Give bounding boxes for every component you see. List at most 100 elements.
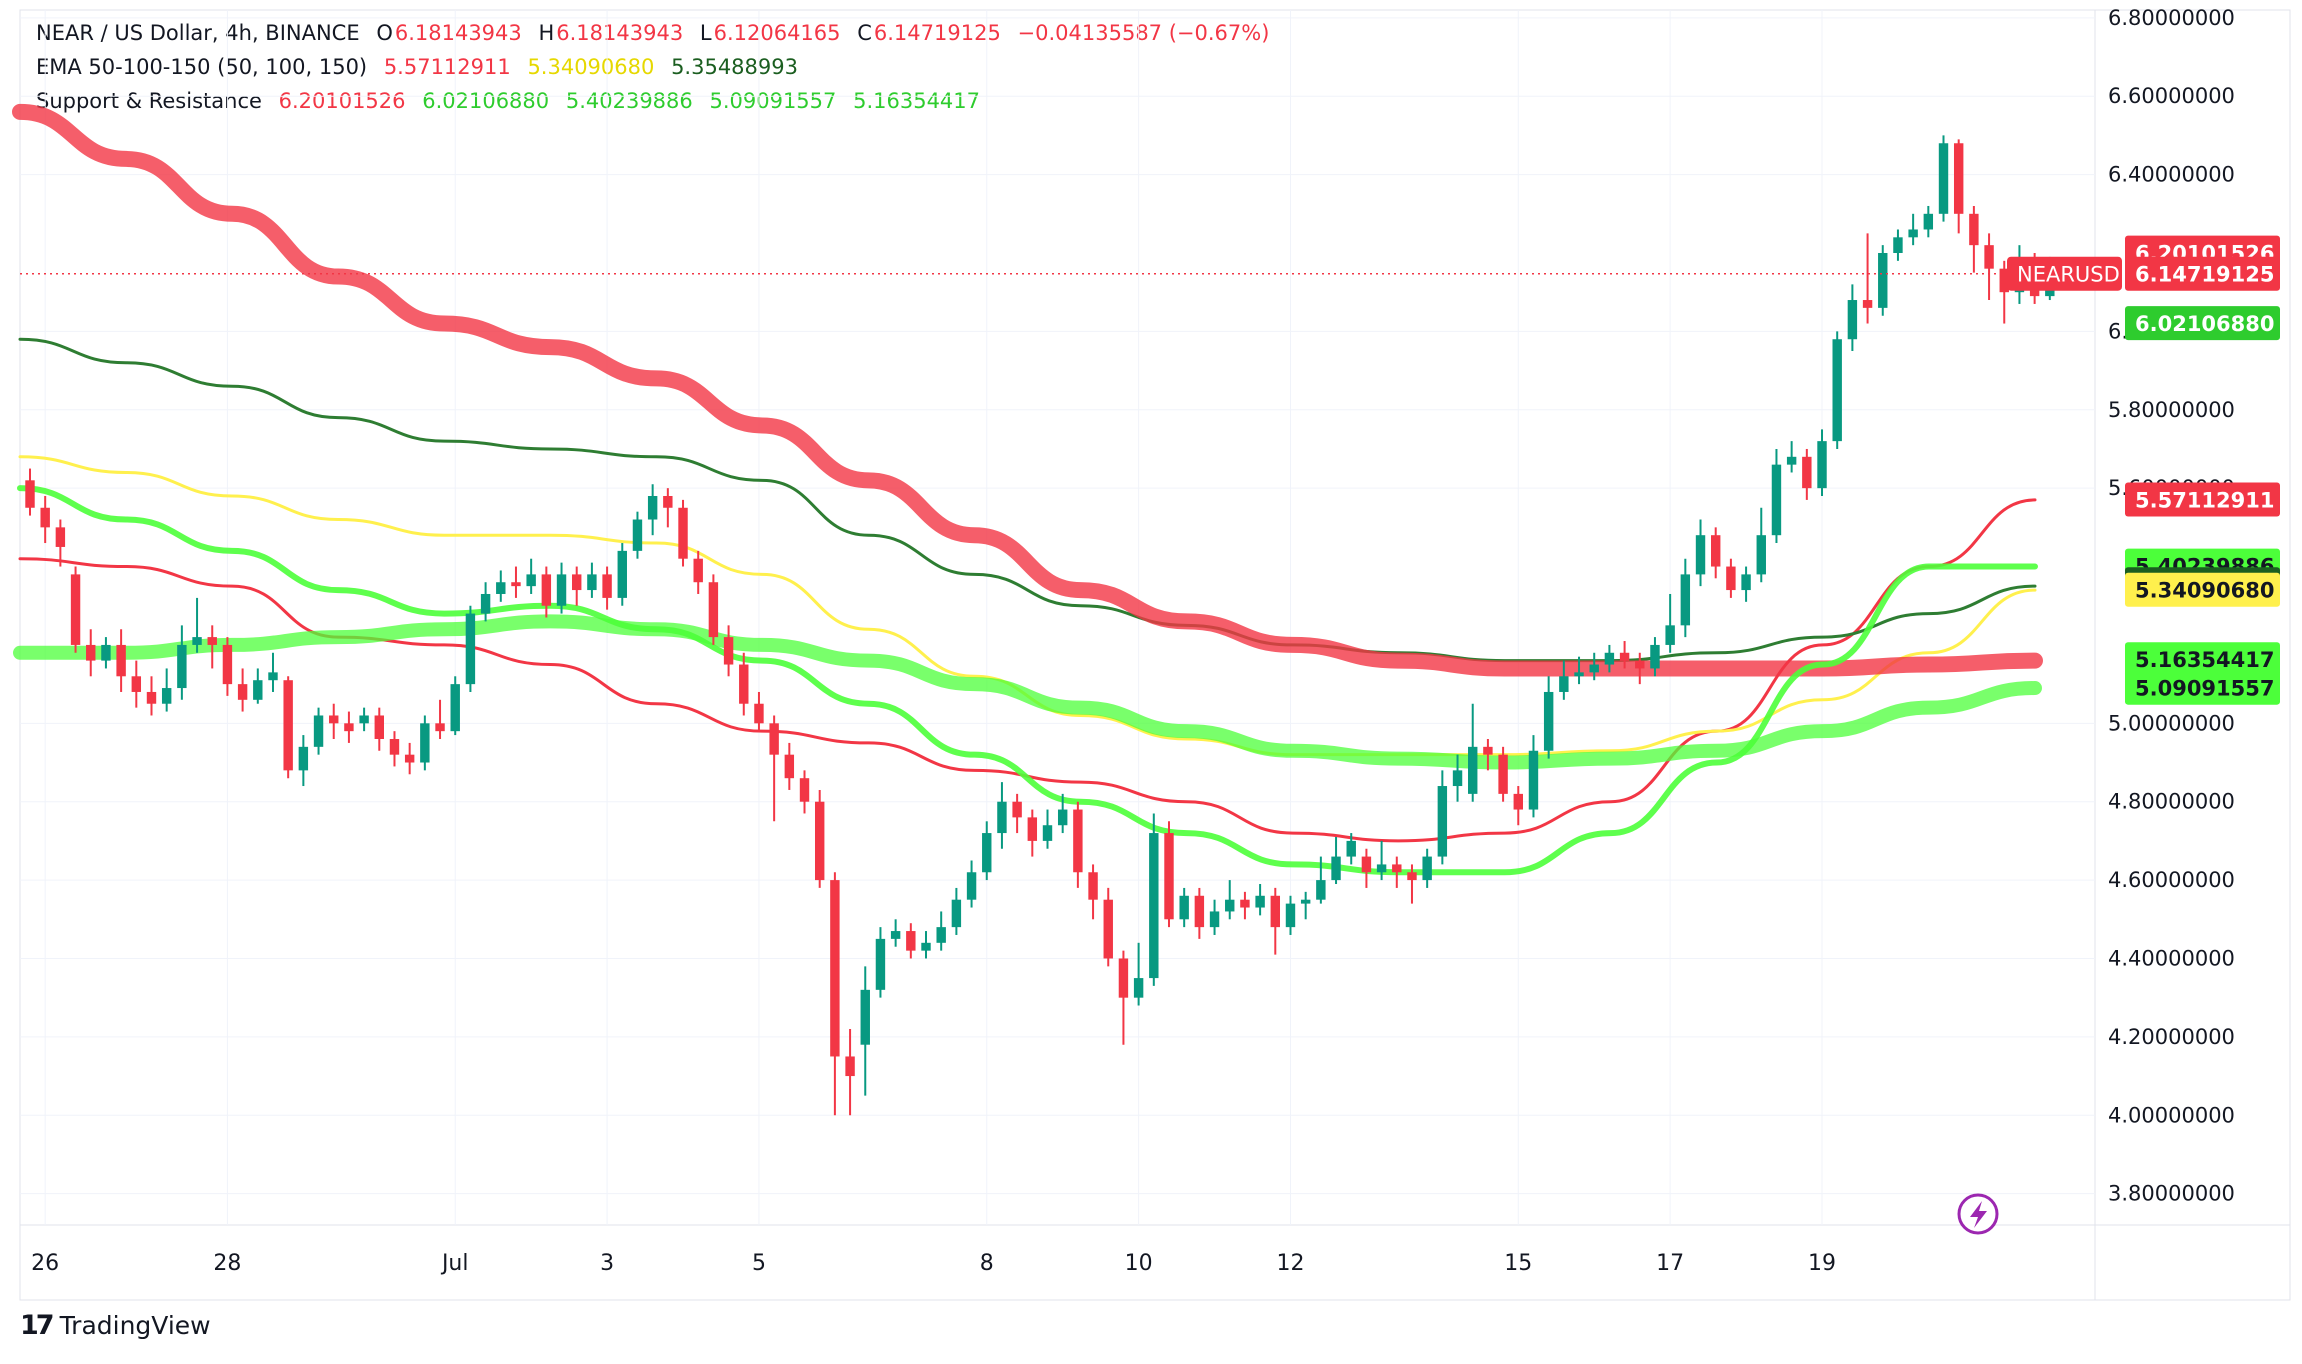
candle-body [1817, 441, 1827, 489]
candle-body [435, 723, 445, 732]
candle-body [268, 672, 278, 681]
legend-row-symbol: NEAR / US Dollar, 4h, BINANCE O6.1814394… [36, 16, 1279, 50]
ohlc-close: 6.14719125 [873, 21, 1001, 45]
y-tick-label: 4.80000000 [2108, 790, 2235, 814]
candle-body [1088, 872, 1098, 900]
candles [25, 135, 2070, 1116]
candle-body [511, 582, 521, 587]
candle [1908, 213, 1918, 246]
candle [1407, 864, 1417, 904]
candle-body [1073, 809, 1083, 873]
candle [450, 676, 460, 736]
candle-body [1149, 833, 1159, 979]
candle [1695, 519, 1706, 587]
legend-row-sr[interactable]: Support & Resistance 6.20101526 6.021068… [36, 84, 1279, 118]
y-tick-label: 6.60000000 [2108, 84, 2235, 108]
candle-body [1635, 660, 1645, 669]
candle [1574, 656, 1584, 685]
candle-body [1619, 652, 1630, 661]
candle-body [1741, 574, 1751, 591]
candle-body [1270, 895, 1281, 928]
y-tick-label: 5.80000000 [2108, 398, 2235, 422]
candle-body [237, 684, 248, 700]
candle [1878, 245, 1888, 316]
candle-body [86, 644, 96, 661]
ohlc-low: 6.12064165 [713, 21, 841, 45]
tradingview-logo[interactable]: 17 TradingView [20, 1310, 211, 1341]
price-label-bg [2125, 306, 2280, 341]
candle-body [1711, 535, 1721, 567]
sr-label: Support & Resistance [36, 89, 262, 113]
candle-body [1695, 535, 1706, 575]
price-label-bg [2125, 642, 2280, 677]
candle [951, 887, 962, 935]
candle-body [1923, 213, 1934, 230]
candle-body [1559, 676, 1569, 692]
candle-body [617, 550, 627, 598]
candle [1711, 527, 1721, 579]
lightning-icon[interactable] [1957, 1193, 1999, 1235]
ohlc-c-label: C [857, 21, 872, 45]
x-tick-label: 17 [1656, 1251, 1684, 1276]
candle [814, 789, 825, 888]
y-tick-label: 4.40000000 [2108, 946, 2235, 970]
candle-body [465, 613, 476, 685]
tradingview-mark-icon: 17 [20, 1310, 55, 1341]
candle-body [1300, 899, 1311, 904]
candle-body [541, 574, 552, 606]
candle-body [1042, 825, 1053, 841]
candle-body [951, 899, 962, 928]
symbol-title[interactable]: NEAR / US Dollar, 4h, BINANCE [36, 21, 360, 45]
candle-body [496, 582, 506, 594]
grid-lines [20, 10, 2095, 1225]
candle-body [101, 644, 111, 661]
price-label-bg [2125, 670, 2280, 705]
ema-label: EMA 50-100-150 (50, 100, 150) [36, 55, 368, 79]
indicator-support-1 [13, 614, 2042, 770]
candle [663, 488, 673, 528]
candle [1300, 891, 1311, 920]
sr-value-5: 5.16354417 [853, 89, 981, 113]
candle-body [374, 715, 384, 739]
candle [1285, 895, 1296, 935]
candle [404, 742, 415, 775]
candle-body [1589, 664, 1599, 673]
candle [374, 707, 384, 751]
candle-body [1392, 864, 1402, 873]
candle-body [420, 723, 430, 763]
candle-body [708, 582, 719, 638]
candle [222, 637, 233, 696]
candle-body [966, 872, 977, 900]
y-tick-label: 4.20000000 [2108, 1025, 2235, 1049]
candle-body [1118, 958, 1129, 998]
candle [496, 570, 506, 602]
candle-body [1908, 229, 1918, 238]
lightning-icon-glyph [1970, 1201, 1987, 1228]
x-tick-label: 5 [752, 1251, 766, 1276]
candle-body [663, 496, 673, 508]
price-label-text: 5.16354417 [2135, 648, 2274, 672]
candle [465, 605, 476, 692]
candle-body [1498, 754, 1508, 794]
candle [1316, 856, 1326, 904]
candle [435, 699, 445, 739]
legend-row-ema[interactable]: EMA 50-100-150 (50, 100, 150) 5.57112911… [36, 50, 1279, 84]
candle-body [890, 931, 901, 939]
candle-body [192, 637, 202, 645]
candle-body [1225, 899, 1235, 912]
candle-body [602, 574, 612, 598]
candle [1498, 746, 1508, 802]
candle-body [921, 942, 931, 951]
candle-body [1969, 213, 1979, 246]
candle-body [1483, 746, 1493, 755]
candle-body [1179, 895, 1189, 920]
ohlc-h-label: H [538, 21, 555, 45]
candle-body [1513, 793, 1523, 810]
candle [845, 1029, 855, 1116]
candle [389, 731, 400, 767]
candle-body [450, 684, 460, 732]
x-tick-label: Jul [440, 1251, 469, 1276]
candle [1513, 786, 1523, 826]
candle [1057, 793, 1068, 834]
